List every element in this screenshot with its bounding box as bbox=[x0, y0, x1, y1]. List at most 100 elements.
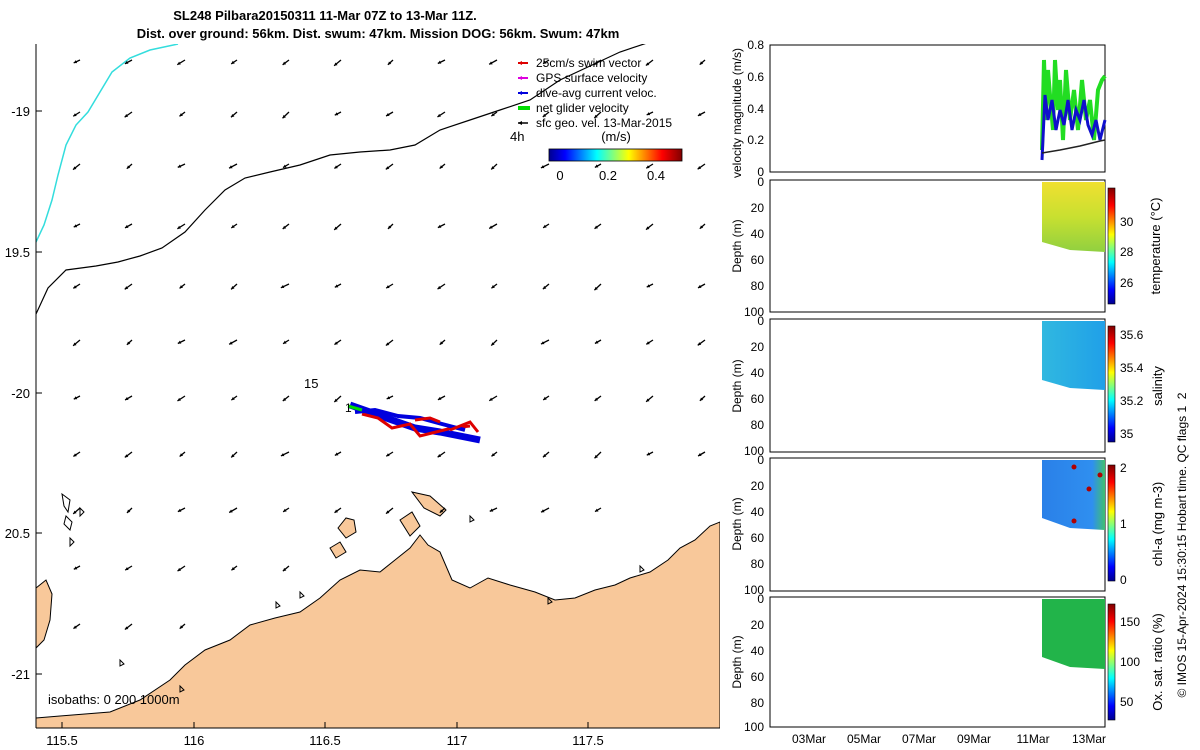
land-island-4 bbox=[329, 541, 347, 559]
vector-arrow-head bbox=[699, 225, 704, 229]
vector-arrow-head bbox=[439, 165, 444, 169]
vector-arrow-head bbox=[646, 341, 650, 345]
vector-arrow-head bbox=[437, 60, 442, 64]
lat-tick-0: -19 bbox=[11, 104, 30, 119]
chla-ytick-4: 80 bbox=[751, 557, 765, 571]
vector-arrow-head bbox=[177, 567, 182, 572]
vector-arrow-head bbox=[594, 164, 599, 168]
temp-ytick-1: 20 bbox=[751, 201, 765, 215]
vector-arrow-head bbox=[386, 453, 390, 457]
vector-arrow-head bbox=[229, 509, 233, 513]
vector-arrow-head bbox=[125, 567, 129, 571]
vector-arrow-head bbox=[386, 396, 391, 400]
lon-tick-1: 116 bbox=[184, 733, 205, 748]
vector-arrow-head bbox=[124, 454, 129, 458]
salinity-ylabel: Depth (m) bbox=[730, 359, 744, 412]
isobath-cyan-line bbox=[36, 44, 179, 243]
vector-arrow-head bbox=[491, 453, 495, 457]
vector-arrow-head bbox=[73, 166, 77, 170]
vector-arrow-head bbox=[177, 225, 181, 229]
vector-arrow-head bbox=[229, 341, 233, 345]
ox-cbar-tick-0: 150 bbox=[1120, 615, 1140, 629]
vector-arrow-head bbox=[646, 226, 650, 230]
map-legend: 25cm/s swim vector GPS surface velocity … bbox=[518, 56, 672, 130]
chla-section bbox=[1042, 460, 1105, 530]
ox-ytick-2: 40 bbox=[751, 644, 765, 658]
sal-ytick-4: 80 bbox=[751, 418, 765, 432]
ox-cbar-tick-1: 100 bbox=[1120, 655, 1140, 669]
vector-arrow-head bbox=[491, 285, 495, 289]
vector-arrow-head bbox=[594, 114, 598, 119]
oxygen-colorbar bbox=[1107, 603, 1116, 721]
vel-ytick-0: 0.8 bbox=[747, 38, 764, 52]
vector-arrow-head bbox=[385, 342, 390, 346]
vector-arrow-head bbox=[437, 113, 441, 117]
ox-ytick-1: 20 bbox=[751, 618, 765, 632]
sal-cbar-tick-0: 35.6 bbox=[1120, 328, 1144, 342]
chla-cbar-tick-2: 0 bbox=[1120, 573, 1127, 587]
sal-cbar-tick-1: 35.4 bbox=[1120, 361, 1144, 375]
vector-arrow-head bbox=[697, 112, 702, 116]
vel-ytick-1: 0.6 bbox=[747, 70, 764, 84]
vector-arrow-head bbox=[73, 510, 77, 514]
map-panel: 1 15 4h 115.5 116 116.5 117 117.5 -19 19… bbox=[5, 44, 720, 748]
vector-arrow-head bbox=[646, 452, 651, 456]
vector-arrow-head bbox=[699, 397, 704, 401]
vector-arrow-head bbox=[543, 60, 547, 64]
temp-cbar-tick-0: 30 bbox=[1120, 215, 1134, 229]
vector-arrow-head bbox=[177, 340, 182, 344]
chla-cbar-tick-0: 2 bbox=[1120, 461, 1127, 475]
lon-tick-2: 116.5 bbox=[309, 733, 341, 748]
vector-arrow-head bbox=[489, 61, 493, 65]
land-island-1 bbox=[337, 517, 357, 539]
chla-cbar-tick-1: 1 bbox=[1120, 517, 1127, 531]
temp-ytick-4: 80 bbox=[751, 279, 765, 293]
oxygen-section bbox=[1042, 599, 1105, 669]
vector-arrow-head bbox=[541, 509, 545, 513]
chla-ytick-2: 40 bbox=[751, 505, 765, 519]
temp-ytick-5: 100 bbox=[744, 305, 764, 319]
vector-arrow-head bbox=[334, 452, 339, 456]
vector-arrow-head bbox=[334, 62, 338, 66]
ox-ytick-0: 0 bbox=[757, 592, 764, 606]
chla-spike-markers bbox=[1071, 464, 1103, 524]
track-label-1: 1 bbox=[345, 401, 352, 415]
vector-arrow-head bbox=[543, 396, 547, 400]
vector-arrow-head bbox=[177, 397, 181, 401]
glider-track: 1 bbox=[345, 401, 481, 444]
velocity-colorbar: (m/s) 0 0.2 0.4 bbox=[548, 129, 683, 183]
chla-ytick-3: 60 bbox=[751, 531, 765, 545]
temp-cbar-tick-2: 26 bbox=[1120, 276, 1134, 290]
vector-arrow-head bbox=[334, 341, 338, 345]
vector-arrow-head bbox=[73, 396, 78, 400]
vector-arrow-head bbox=[126, 165, 131, 169]
vector-arrow-head bbox=[73, 453, 77, 457]
vector-arrow-head bbox=[646, 112, 651, 116]
temperature-colorbar bbox=[1107, 187, 1116, 305]
vector-arrow-head bbox=[646, 284, 651, 288]
chla-panel: 2 1 0 chl-a (mg m-3) Depth (m) 0 20 40 6… bbox=[730, 453, 1165, 597]
vector-arrow-head bbox=[229, 165, 233, 169]
salinity-colorbar bbox=[1107, 325, 1116, 443]
sal-ytick-5: 100 bbox=[744, 444, 764, 458]
vector-arrow-head bbox=[334, 165, 338, 169]
salinity-cbar-label: salinity bbox=[1150, 366, 1165, 406]
oxygen-panel: 150 100 50 Ox. sat. ratio (%) Depth (m) … bbox=[730, 592, 1165, 734]
vector-arrow-head bbox=[594, 286, 598, 291]
vector-arrow-head bbox=[491, 112, 495, 117]
vector-arrow-head bbox=[334, 509, 338, 513]
lon-tick-4: 117.5 bbox=[572, 733, 604, 748]
vector-arrow-head bbox=[231, 224, 235, 229]
label-15: 15 bbox=[304, 376, 318, 391]
vector-arrow-head bbox=[280, 453, 285, 457]
vector-arrow-head bbox=[540, 341, 545, 345]
legend-net-glider-velocity: net glider velocity bbox=[536, 101, 629, 115]
colorbar-tick-0: 0 bbox=[556, 168, 563, 183]
vector-arrow-head bbox=[126, 509, 131, 513]
vector-arrow-head bbox=[491, 166, 495, 170]
vector-arrow-head bbox=[645, 62, 650, 66]
vector-arrow-head bbox=[231, 396, 235, 401]
vector-arrow-head bbox=[646, 165, 650, 169]
land-island-west bbox=[36, 579, 53, 649]
vector-arrow-head bbox=[73, 60, 78, 64]
